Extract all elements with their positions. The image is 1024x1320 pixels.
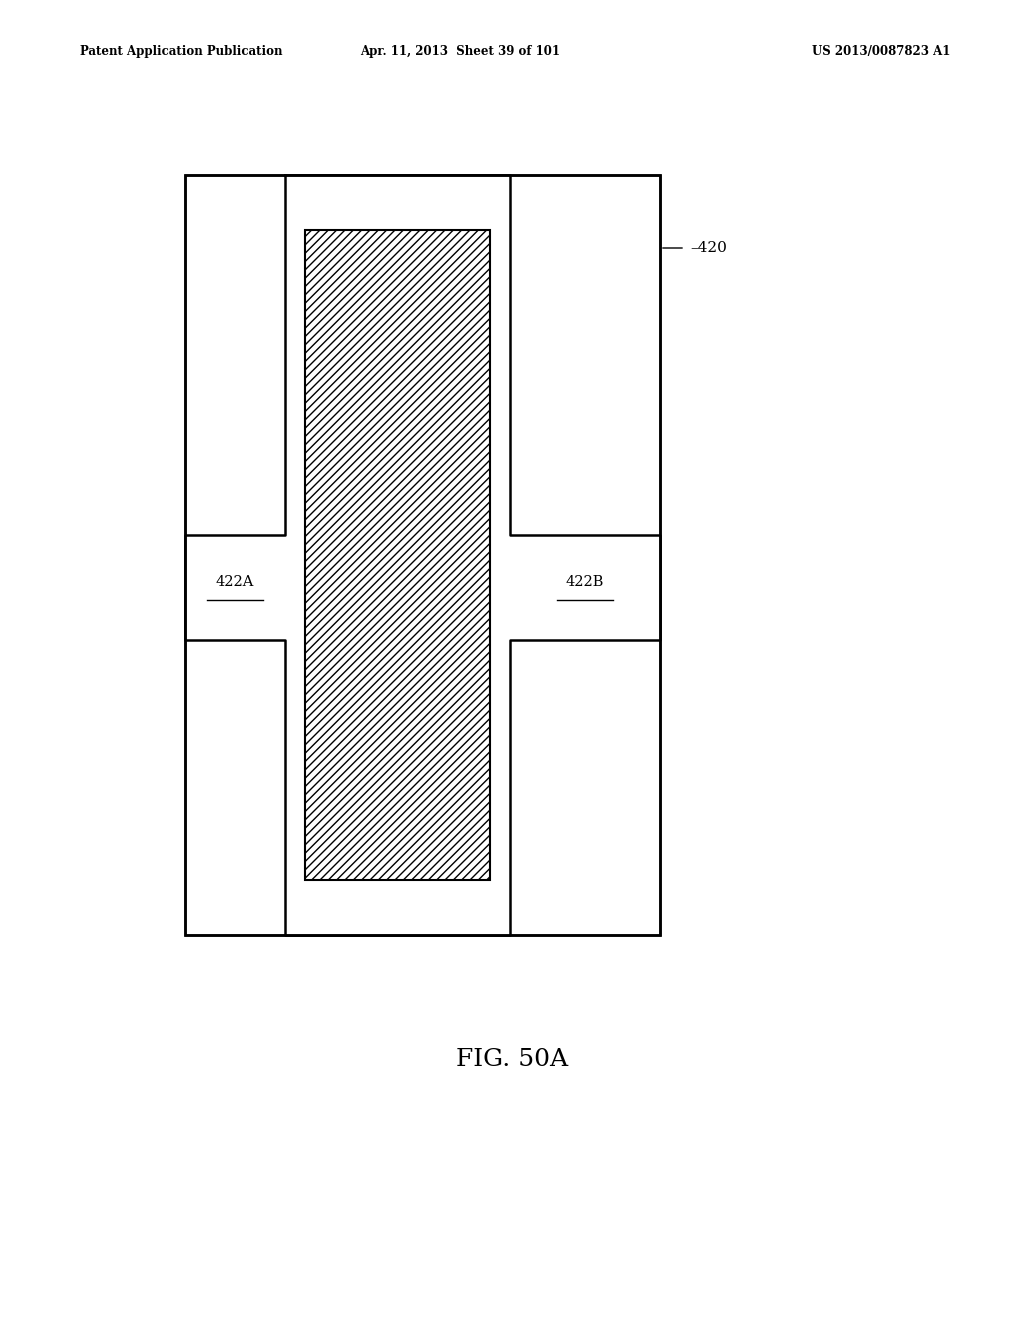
- Bar: [285, 176, 510, 935]
- Text: 422B: 422B: [566, 576, 604, 590]
- Bar: [185, 176, 660, 935]
- Bar: [305, 230, 490, 880]
- Text: US 2013/0087823 A1: US 2013/0087823 A1: [812, 45, 950, 58]
- Text: Patent Application Publication: Patent Application Publication: [80, 45, 283, 58]
- Text: FIG. 50A: FIG. 50A: [456, 1048, 568, 1072]
- Text: Apr. 11, 2013  Sheet 39 of 101: Apr. 11, 2013 Sheet 39 of 101: [360, 45, 560, 58]
- Text: 422A: 422A: [216, 576, 254, 590]
- Text: –420: –420: [690, 242, 727, 255]
- Bar: [185, 535, 660, 640]
- Bar: [185, 176, 660, 935]
